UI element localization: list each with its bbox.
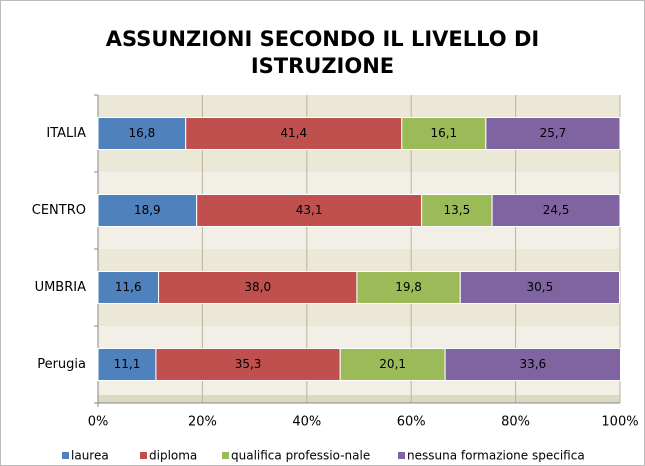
data-label: 35,3 (235, 357, 262, 371)
x-tick-label: 60% (397, 415, 426, 430)
data-label: 16,1 (430, 126, 457, 140)
y-tick-label: CENTRO (32, 203, 86, 218)
x-tick-label: 40% (292, 415, 321, 430)
x-tick-label: 0% (88, 415, 109, 430)
bar-segment (401, 117, 487, 150)
data-label: 25,7 (540, 126, 567, 140)
y-tick-label: ITALIA (46, 126, 86, 141)
bar-segment (97, 194, 198, 227)
chart-title: ASSUNZIONI SECONDO IL LIVELLO DI ISTRUZI… (105, 27, 540, 78)
legend-label: qualifica professio-nale (231, 449, 370, 463)
legend-swatch (222, 452, 229, 459)
data-label: 18,9 (134, 203, 161, 217)
data-label: 11,1 (114, 357, 141, 371)
bar-segment (97, 348, 157, 381)
bar-segment (459, 271, 620, 304)
bar-segment (444, 348, 622, 381)
data-label: 19,8 (395, 280, 422, 294)
legend-label: nessuna formazione specifica (407, 449, 585, 463)
data-label: 11,6 (115, 280, 142, 294)
bar-segment (196, 194, 423, 227)
data-label: 41,4 (280, 126, 307, 140)
bar-segment (155, 348, 341, 381)
bar-segment (185, 117, 403, 150)
bar-segment (97, 117, 187, 150)
data-label: 20,1 (379, 357, 406, 371)
bar-segment (339, 348, 446, 381)
data-label: 24,5 (543, 203, 570, 217)
plot-floor (98, 395, 620, 403)
bar-segment (158, 271, 358, 304)
legend-swatch (140, 452, 147, 459)
bar-segment (485, 117, 621, 150)
x-tick-label: 80% (501, 415, 530, 430)
data-label: 13,5 (444, 203, 471, 217)
legend-label: diploma (149, 449, 197, 463)
data-label: 38,0 (244, 280, 271, 294)
bar-segment (356, 271, 461, 304)
data-label: 33,6 (519, 357, 546, 371)
bar-segment (491, 194, 621, 227)
y-tick-label: UMBRIA (35, 280, 87, 295)
legend-swatch (398, 452, 405, 459)
y-tick-label: Perugia (37, 357, 86, 372)
x-tick-label: 20% (188, 415, 217, 430)
x-tick-label: 100% (601, 415, 638, 430)
bar-segment (97, 271, 160, 304)
bar-segment (421, 194, 493, 227)
data-label: 30,5 (527, 280, 554, 294)
legend-swatch (62, 452, 69, 459)
data-label: 16,8 (128, 126, 155, 140)
legend-label: laurea (71, 449, 109, 463)
data-label: 43,1 (296, 203, 323, 217)
